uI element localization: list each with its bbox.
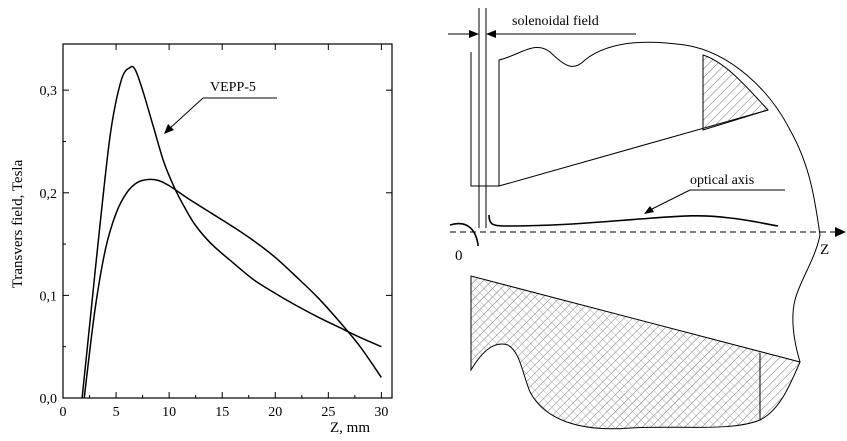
x-tick-label: 20 [268,405,282,420]
upper-pole-outline [470,41,821,363]
origin-label: 0 [455,248,463,264]
solenoid-arrow-right-head [486,30,496,38]
x-axis-label: Z, mm [330,420,370,436]
x-tick-label: 10 [162,405,176,420]
magnet-diagram: solenoidal field Z 0 optical axis [448,8,846,430]
field-curves [81,65,383,399]
x-tick-label: 15 [215,405,229,420]
y-tick-label: 0,0 [40,392,58,407]
y-tick-label: 0,1 [40,289,58,304]
x-tick-label: 0 [60,405,67,420]
solenoidal-field-label: solenoidal field [512,14,599,29]
optical-axis-label: optical axis [690,173,754,188]
optical-axis-arrow-head [644,206,654,214]
y-tick-label: 0,3 [40,84,58,99]
field-chart: 0 5 10 15 20 25 30 0,0 0,1 0,2 0,3 Z, mm Transvers… [10,43,393,436]
axis-tick-labels: 0 5 10 15 20 25 30 0,0 0,1 0,2 0,3 [40,84,389,420]
vepp5-arrow-head [164,124,174,134]
x-tick-label: 5 [113,405,120,420]
solenoid-arrow-left-head [469,30,479,38]
field-curve-2 [83,178,383,399]
optical-axis-curve [449,214,779,246]
z-axis-label: Z [820,242,829,258]
vepp5-label: VEPP-5 [210,80,256,95]
x-tick-label: 30 [374,405,388,420]
plot-frame [62,43,393,399]
upper-hatched-region [702,54,769,131]
y-tick-label: 0,2 [40,187,58,202]
x-tick-label: 25 [321,405,335,420]
vepp5-leader-arrow-line [167,97,204,131]
y-axis-label: Transvers field, Tesla [10,159,26,288]
axis-ticks [62,44,392,399]
z-axis-arrow-head [835,227,846,237]
lower-hatched-overlay [471,276,760,429]
optical-axis-leader [647,189,691,212]
field-curve-1 [81,65,382,399]
